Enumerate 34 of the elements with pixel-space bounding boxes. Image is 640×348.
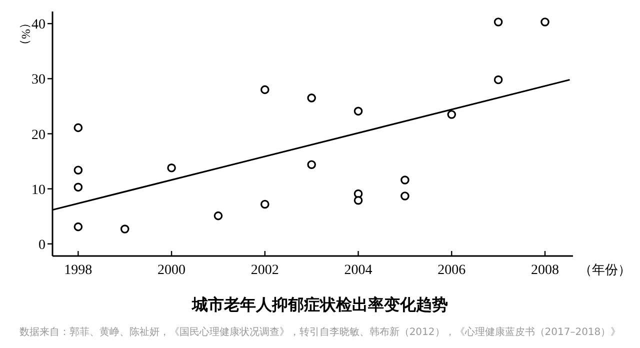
text: 数据来自：郭菲、黄峥、陈祉妍，《国民心理健康状况调查》，转引自李晓敏、韩布新（2012），《心理健康蓝皮书（2017–2018）》 [19,326,621,338]
point [354,106,363,116]
point [400,192,410,200]
point [260,85,270,94]
point [354,196,363,205]
point [400,176,410,184]
x-tick-label: 2004 [344,263,372,278]
y-tick-label: 30 [32,72,46,88]
point [74,222,83,232]
x-tick-label: 2008 [530,263,559,278]
point [214,211,223,220]
y-tick-label: 10 [32,182,46,198]
point [540,18,550,26]
text: 城市老年人抑郁症状检出率变化趋势 [191,295,448,314]
x-tick-label: 2006 [438,263,466,278]
point [74,123,83,132]
point [307,94,316,102]
x-tick-label: 2002 [250,263,279,278]
x-axis-title: （年份） [579,263,631,278]
y-tick-label: 40 [32,18,46,33]
point [167,163,176,172]
point [494,18,503,26]
point [447,110,456,119]
point [307,160,316,169]
point [74,166,83,174]
point [120,224,130,234]
x-tick-label: 1998 [64,263,92,278]
y-tick-label: 0 [38,238,46,253]
point [260,200,270,209]
y-tick-label: 20 [32,128,46,143]
x-tick-label: 2000 [158,263,186,278]
point [494,75,503,84]
point [74,182,83,192]
y-axis-title: （%） [19,17,33,51]
